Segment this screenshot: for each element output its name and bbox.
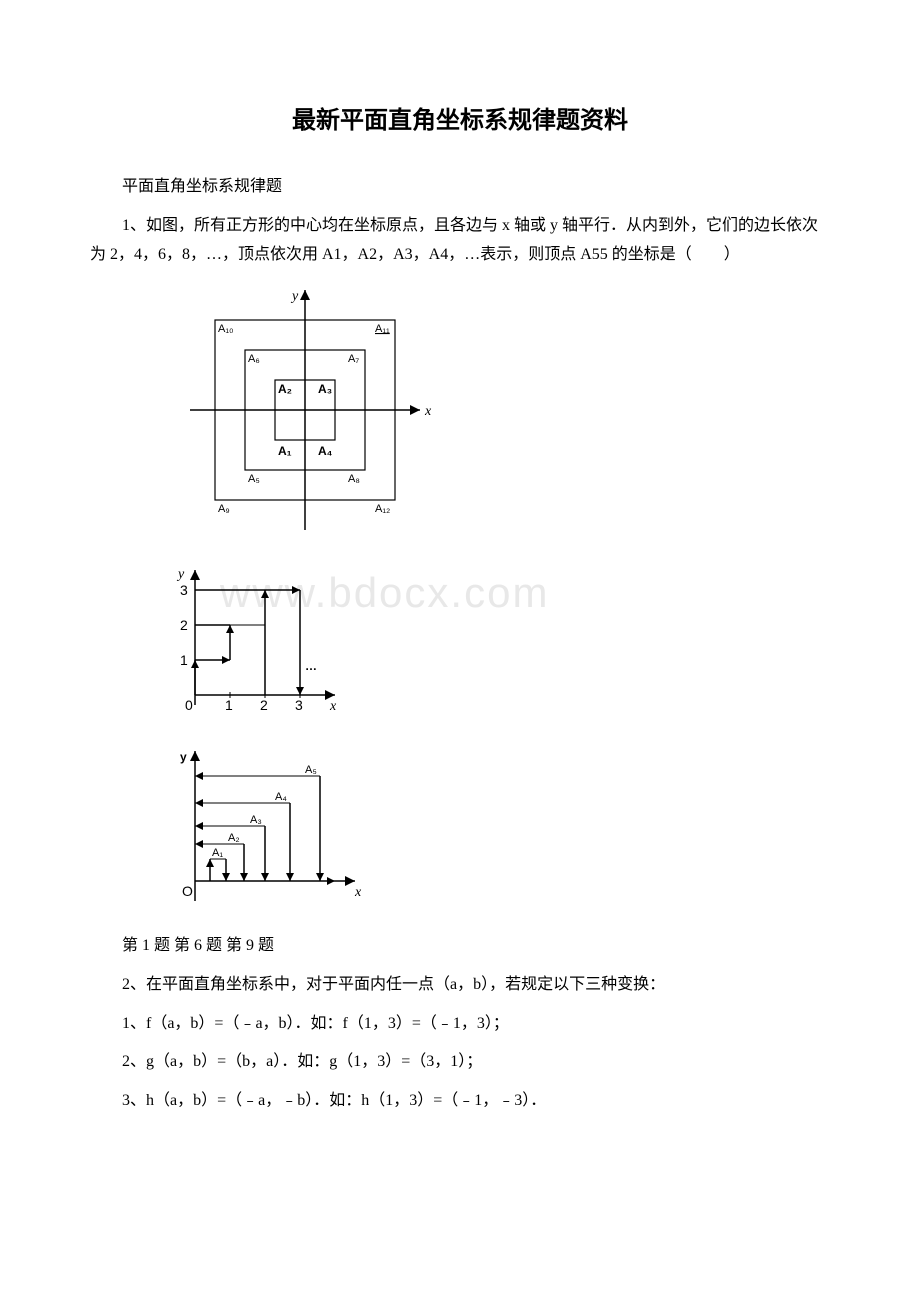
- fig1-svg: A₂ A₃ A₁ A₄ A₆ A₇ A₅ A₈ A₁₀ A₁₁ A₉ A₁₂ x…: [170, 280, 440, 540]
- fig1-x: x: [424, 404, 432, 419]
- fig3-y: y: [180, 750, 187, 764]
- fig2-y: y: [176, 567, 185, 582]
- figure-2-wrap: www.bdocx.com: [90, 560, 830, 731]
- fig2-dots: …: [305, 659, 317, 673]
- fig2-y3: 3: [180, 582, 188, 598]
- fig1-A9: A₉: [218, 503, 230, 515]
- fig1-A2: A₂: [278, 382, 292, 396]
- fig1-A11: A₁₁: [375, 323, 390, 335]
- fig3-svg: A₁ A₂ A₃ A₄ A₅ O x y: [170, 741, 370, 911]
- fig1-A3: A₃: [318, 382, 332, 396]
- fig2-svg: … 3 2 1 0 1 2 3 x y: [170, 560, 350, 720]
- fig1-A12: A₁₂: [375, 503, 390, 515]
- fig2-x1: 1: [225, 697, 233, 713]
- q2-intro: 2、在平面直角坐标系中，对于平面内任一点（a，b），若规定以下三种变换：: [90, 971, 830, 1000]
- fig1-A7: A₇: [348, 353, 359, 365]
- fig3-A3: A₃: [250, 814, 262, 826]
- figure-2: … 3 2 1 0 1 2 3 x y: [170, 560, 830, 731]
- q2-rule3: 3、h（a，b）=（﹣a，﹣b）．如：h（1，3）=（﹣1，﹣3）．: [90, 1087, 830, 1116]
- page-title: 最新平面直角坐标系规律题资料: [90, 100, 830, 143]
- fig3-O: O: [182, 883, 193, 899]
- fig2-x3: 3: [295, 697, 303, 713]
- fig1-y: y: [290, 289, 299, 304]
- fig3-A1: A₁: [212, 847, 223, 859]
- q1-text: 1、如图，所有正方形的中心均在坐标原点，且各边与 x 轴或 y 轴平行．从内到外…: [90, 212, 830, 270]
- fig2-x: x: [329, 699, 337, 714]
- q2-rule1: 1、f（a，b）=（﹣a，b）．如：f（1，3）=（﹣1，3）；: [90, 1010, 830, 1039]
- fig1-A4: A₄: [318, 444, 333, 458]
- fig3-A2: A₂: [228, 832, 240, 844]
- subtitle-text: 平面直角坐标系规律题: [90, 173, 830, 202]
- fig1-A8: A₈: [348, 473, 360, 485]
- fig1-A6: A₆: [248, 353, 260, 365]
- fig2-0: 0: [185, 697, 193, 713]
- fig3-A5: A₅: [305, 764, 317, 776]
- fig1-A10: A₁₀: [218, 323, 234, 335]
- figure-1: A₂ A₃ A₁ A₄ A₆ A₇ A₅ A₈ A₁₀ A₁₁ A₉ A₁₂ x…: [170, 280, 830, 551]
- fig3-x: x: [354, 885, 362, 900]
- figure-caption-row: 第 1 题 第 6 题 第 9 题: [90, 932, 830, 961]
- fig1-A5: A₅: [248, 473, 260, 485]
- q2-rule2: 2、g（a，b）=（b，a）．如：g（1，3）=（3，1）；: [90, 1048, 830, 1077]
- fig1-A1: A₁: [278, 444, 292, 458]
- fig2-y1: 1: [180, 652, 188, 668]
- figure-3: A₁ A₂ A₃ A₄ A₅ O x y: [170, 741, 830, 922]
- fig3-A4: A₄: [275, 791, 287, 803]
- fig2-y2: 2: [180, 617, 188, 633]
- fig2-x2: 2: [260, 697, 268, 713]
